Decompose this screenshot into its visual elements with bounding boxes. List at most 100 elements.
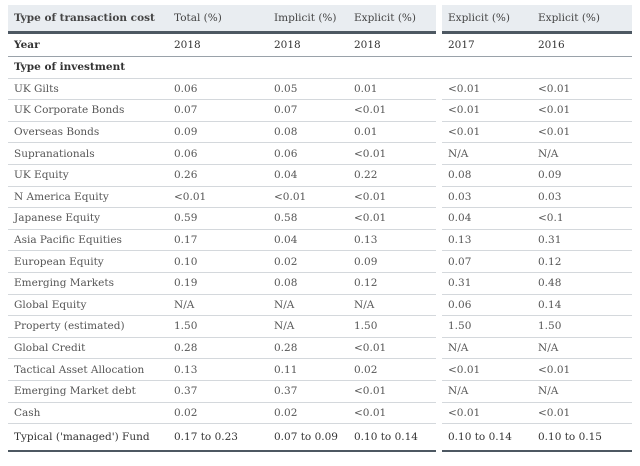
cell: 0.05 — [268, 78, 348, 101]
cell — [168, 56, 268, 79]
cell: 0.31 — [532, 229, 632, 252]
data-row: Emerging Markets 0.19 0.08 0.12 0.31 0.48 — [8, 272, 632, 295]
cell: N/A — [532, 380, 632, 403]
cell: 0.22 — [348, 164, 436, 187]
cell: 0.28 — [268, 337, 348, 360]
cell: 0.14 — [532, 294, 632, 317]
cell: 0.04 — [442, 207, 532, 230]
spacer — [436, 207, 442, 230]
cell: <0.01 — [532, 99, 632, 122]
cell: 0.07 — [442, 250, 532, 273]
cell: N/A — [532, 142, 632, 165]
cell: <0.01 — [532, 358, 632, 381]
section-row: Type of investment — [8, 56, 632, 79]
data-row: Japanese Equity 0.59 0.58 <0.01 0.04 <0.1 — [8, 207, 632, 230]
cell: <0.01 — [348, 337, 436, 360]
cell: 0.48 — [532, 272, 632, 295]
cell: 0.07 to 0.09 — [268, 423, 348, 453]
spacer — [436, 337, 442, 359]
row-label: Year — [8, 32, 168, 57]
spacer — [436, 294, 442, 316]
spacer — [436, 99, 442, 122]
cell: 2018 — [168, 32, 268, 57]
cell — [268, 56, 348, 79]
row-label: Japanese Equity — [8, 207, 168, 230]
cell: 0.31 — [442, 272, 532, 295]
table: Type of transaction cost Total (%) Implici… — [8, 5, 632, 453]
cell: 0.06 — [268, 142, 348, 165]
cell: 0.02 — [268, 250, 348, 273]
spacer — [436, 5, 442, 33]
cell: 0.02 — [348, 358, 436, 381]
cell: <0.01 — [442, 99, 532, 122]
cell: 0.37 — [268, 380, 348, 403]
cell: 0.06 — [168, 78, 268, 101]
cell: 0.13 — [442, 229, 532, 252]
cell: <0.01 — [442, 78, 532, 101]
row-label: European Equity — [8, 250, 168, 273]
cell: 2016 — [532, 32, 632, 57]
spacer — [436, 250, 442, 273]
cell: 0.02 — [168, 402, 268, 425]
data-row: Overseas Bonds 0.09 0.08 0.01 <0.01 <0.01 — [8, 121, 632, 144]
cell: Explicit (%) — [532, 5, 632, 34]
cell: 0.13 — [168, 358, 268, 381]
cell: <0.01 — [442, 402, 532, 425]
cell: <0.01 — [348, 99, 436, 122]
spacer — [436, 142, 442, 165]
cell: 2018 — [268, 32, 348, 57]
cell: 2018 — [348, 32, 436, 57]
cell: 0.17 — [168, 229, 268, 252]
cell: N/A — [442, 142, 532, 165]
cell: 0.59 — [168, 207, 268, 230]
foot-row: Typical ('managed') Fund 0.17 to 0.23 0.07… — [8, 423, 632, 453]
cell: 0.10 to 0.14 — [442, 423, 532, 453]
cell: <0.01 — [348, 142, 436, 165]
cell: 0.26 — [168, 164, 268, 187]
row-label: Property (estimated) — [8, 315, 168, 338]
cell: 0.03 — [532, 186, 632, 209]
row-label: Global Credit — [8, 337, 168, 360]
cell: Implicit (%) — [268, 5, 348, 34]
data-row: UK Gilts 0.06 0.05 0.01 <0.01 <0.01 — [8, 78, 632, 101]
cell: <0.01 — [532, 402, 632, 425]
head-row: Type of transaction cost Total (%) Implici… — [8, 5, 632, 34]
spacer — [436, 32, 442, 57]
cell: N/A — [348, 294, 436, 317]
row-label: Tactical Asset Allocation — [8, 358, 168, 381]
cell: 2017 — [442, 32, 532, 57]
cell: N/A — [268, 315, 348, 338]
cell: 0.10 to 0.14 — [348, 423, 436, 453]
cell: 1.50 — [442, 315, 532, 338]
data-row: Tactical Asset Allocation 0.13 0.11 0.02 <0.… — [8, 358, 632, 381]
cell: 0.02 — [268, 402, 348, 425]
data-row: Property (estimated) 1.50 N/A 1.50 1.50 1.50 — [8, 315, 632, 338]
row-label: UK Gilts — [8, 78, 168, 101]
cell — [532, 56, 632, 79]
cell: Total (%) — [168, 5, 268, 34]
cell: <0.01 — [442, 121, 532, 144]
cell: <0.01 — [442, 358, 532, 381]
row-label: UK Equity — [8, 164, 168, 187]
spacer — [436, 78, 442, 100]
cell — [348, 56, 436, 79]
cell: 0.08 — [442, 164, 532, 187]
cell: 0.07 — [168, 99, 268, 122]
cell: 0.04 — [268, 229, 348, 252]
cell: 0.09 — [532, 164, 632, 187]
spacer — [436, 380, 442, 402]
section-label: Type of investment — [8, 56, 168, 79]
cell: <0.1 — [532, 207, 632, 230]
cell: 0.28 — [168, 337, 268, 360]
spacer — [436, 402, 442, 424]
spacer — [436, 121, 442, 143]
row-label: UK Corporate Bonds — [8, 99, 168, 122]
spacer — [436, 229, 442, 251]
data-row: Cash 0.02 0.02 <0.01 <0.01 <0.01 — [8, 402, 632, 425]
data-row: Global Equity N/A N/A N/A 0.06 0.14 — [8, 294, 632, 317]
spacer — [436, 315, 442, 338]
cell: 0.12 — [532, 250, 632, 273]
cell: Explicit (%) — [442, 5, 532, 34]
cell: Explicit (%) — [348, 5, 436, 34]
